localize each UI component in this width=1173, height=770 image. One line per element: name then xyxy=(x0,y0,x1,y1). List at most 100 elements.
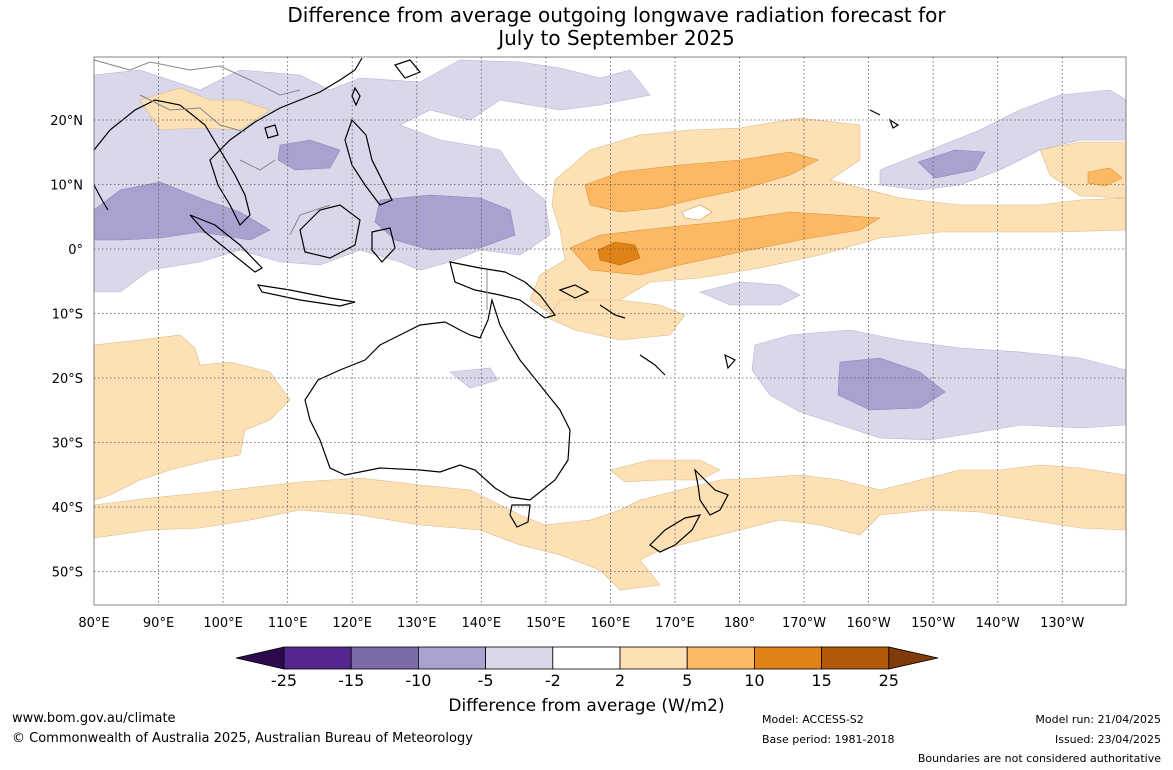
anomaly-core-equatorial xyxy=(569,211,881,276)
colorbar xyxy=(235,646,939,670)
anomaly-core-north-pacific xyxy=(917,149,986,179)
latitude-labels: 20°N 10°N 0° 10°S 20°S 30°S 40°S 50°S xyxy=(50,114,83,581)
anomaly-region-se-asia xyxy=(139,87,271,131)
anomaly-region-equatorial-small xyxy=(699,281,801,306)
colorbar-segment xyxy=(686,646,755,670)
colorbar-tick-label: -15 xyxy=(338,671,364,690)
anomaly-shading xyxy=(94,59,1126,591)
colorbar-segment xyxy=(417,646,486,670)
sulawesi-coast xyxy=(371,227,396,263)
anomaly-core-indian xyxy=(94,181,271,241)
colorbar-segment xyxy=(619,646,688,670)
colorbar-tick-label: 5 xyxy=(682,671,692,690)
longitude-label: 100°E xyxy=(203,616,243,631)
philippines-coast xyxy=(344,118,393,206)
new-zealand-south xyxy=(649,514,702,553)
latitude-label: 20°S xyxy=(52,372,83,387)
latitude-label: 10°S xyxy=(52,308,83,323)
colorbar-tick-label: -5 xyxy=(478,671,494,690)
political-boundaries xyxy=(94,59,488,310)
longitude-label: 110°E xyxy=(268,616,308,631)
japan-coast xyxy=(394,59,421,79)
longitude-label: 130°E xyxy=(397,616,437,631)
latitude-label: 10°N xyxy=(50,179,83,194)
colorbar-label: Difference from average (W/m2) xyxy=(448,696,725,716)
longitude-label: 90°E xyxy=(143,616,174,631)
longitude-label: 130°W xyxy=(1040,616,1084,631)
issued-date: Issued: 23/04/2025 xyxy=(1054,733,1161,746)
asia-mainland-coast xyxy=(94,57,363,227)
copyright-notice: © Commonwealth of Australia 2025, Austra… xyxy=(12,731,473,746)
anomaly-core-maritime xyxy=(374,194,516,251)
colorbar-segment xyxy=(350,646,419,670)
boundaries-disclaimer: Boundaries are not considered authoritat… xyxy=(917,752,1161,765)
title-line-2: July to September 2025 xyxy=(498,26,735,50)
title-line-1: Difference from average outgoing longwav… xyxy=(287,3,946,27)
colorbar-segment xyxy=(485,646,554,670)
longitude-label: 150°E xyxy=(526,616,566,631)
colorbar-segment xyxy=(552,646,621,670)
latitude-label: 0° xyxy=(68,243,83,258)
java-coast xyxy=(256,284,356,307)
colorbar-segment xyxy=(283,646,352,670)
anomaly-core-north-equatorial xyxy=(584,151,819,213)
longitude-labels: 80°E 90°E 100°E 110°E 120°E 130°E 140°E 150°E 16… xyxy=(78,616,1084,631)
new-guinea-coast xyxy=(449,261,556,319)
anomaly-region-coral-sea xyxy=(547,299,686,341)
longitude-label: 160°E xyxy=(591,616,631,631)
india-coast xyxy=(94,184,109,211)
hawaii xyxy=(869,109,900,129)
model-name: Model: ACCESS-S2 xyxy=(762,713,864,726)
colorbar-segment xyxy=(821,646,890,670)
sumatra-coast xyxy=(189,214,263,273)
colorbar-tick-label: 25 xyxy=(879,671,899,690)
anomaly-gap xyxy=(681,204,713,221)
australia-coast xyxy=(304,297,571,501)
longitude-label: 180° xyxy=(724,616,755,631)
anomaly-region-indian-south xyxy=(94,334,291,501)
anomaly-max-equatorial xyxy=(597,241,641,266)
taiwan-coast xyxy=(351,86,361,107)
new-zealand-north xyxy=(694,468,729,516)
latitude-label: 30°S xyxy=(52,437,83,452)
colorbar-tick-label: -25 xyxy=(271,671,297,690)
new-caledonia xyxy=(639,354,666,376)
longitude-label: 150°W xyxy=(911,616,955,631)
graticule xyxy=(93,56,1127,606)
longitude-label: 80°E xyxy=(78,616,109,631)
anomaly-core-south-pacific xyxy=(837,357,946,411)
longitude-label: 140°W xyxy=(976,616,1020,631)
tasmania-coast xyxy=(509,504,531,528)
model-run-date: Model run: 21/04/2025 xyxy=(1035,713,1161,726)
anomaly-region-south-pacific xyxy=(751,329,1126,441)
coastlines xyxy=(94,57,900,553)
latitude-label: 40°S xyxy=(52,501,83,516)
colorbar-ticks: -25 -15 -10 -5 -2 2 5 10 15 25 xyxy=(271,671,899,690)
longitude-label: 170°W xyxy=(782,616,826,631)
colorbar-segment xyxy=(754,646,823,670)
anomaly-region-southern-ocean xyxy=(94,464,1126,591)
hainan-coast xyxy=(264,124,279,139)
colorbar-tick-label: -2 xyxy=(545,671,561,690)
base-period: Base period: 1981-2018 xyxy=(762,733,895,746)
png-islands xyxy=(558,284,626,319)
anomaly-region-ne-pacific xyxy=(1039,141,1126,199)
longitude-label: 160°W xyxy=(847,616,891,631)
longitude-label: 120°E xyxy=(332,616,372,631)
colorbar-extend-high xyxy=(888,646,939,670)
colorbar-tick-label: -10 xyxy=(405,671,431,690)
colorbar-tick-label: 10 xyxy=(744,671,764,690)
latitude-label: 50°S xyxy=(52,566,83,581)
longitude-label: 170°E xyxy=(655,616,695,631)
latitude-label: 20°N xyxy=(50,114,83,129)
anomaly-core-ne-pacific xyxy=(1087,167,1123,187)
borneo-coast xyxy=(299,204,361,259)
colorbar-extend-low xyxy=(235,646,285,670)
map-title: Difference from average outgoing longwav… xyxy=(0,4,1173,50)
website-url: www.bom.gov.au/climate xyxy=(12,711,176,726)
anomaly-core-philippines xyxy=(277,139,341,171)
longitude-label: 140°E xyxy=(462,616,502,631)
anomaly-region-tasman xyxy=(609,459,721,483)
colorbar-tick-label: 15 xyxy=(811,671,831,690)
